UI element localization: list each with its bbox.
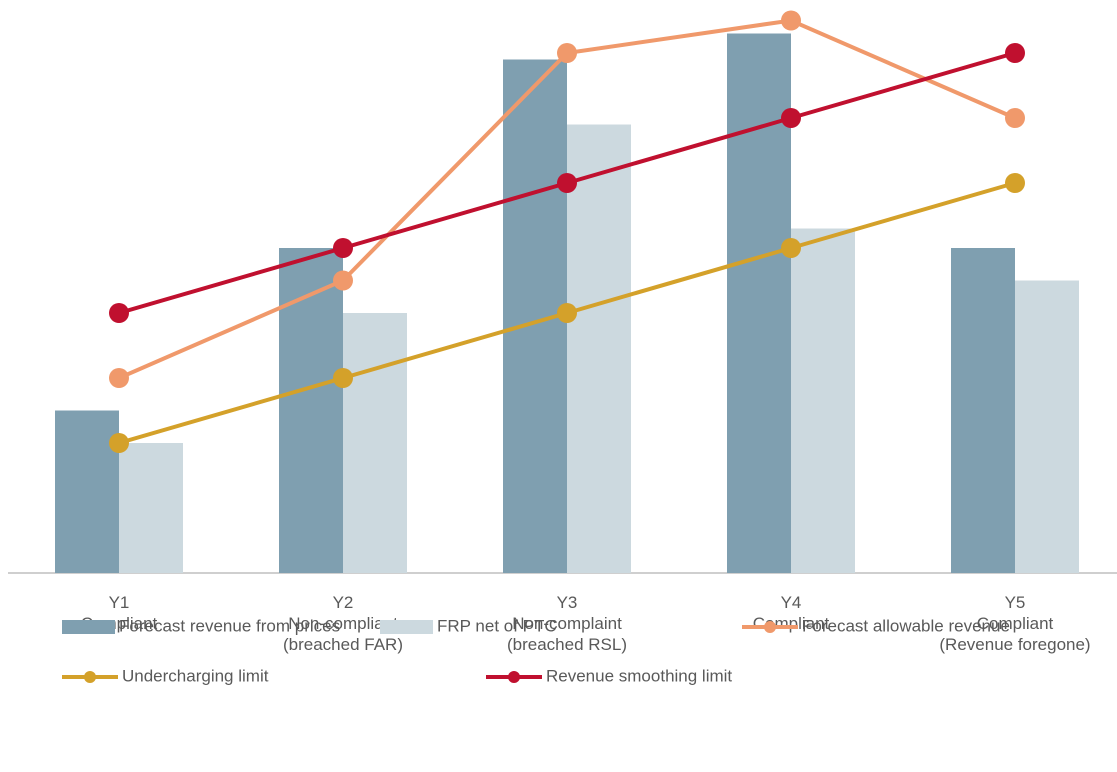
legend-marker — [84, 671, 96, 683]
marker — [781, 10, 801, 31]
legend-label: Revenue smoothing limit — [546, 666, 732, 685]
bar — [1015, 280, 1079, 573]
bar — [567, 124, 631, 573]
x-tick-label-line: (breached FAR) — [283, 635, 403, 654]
x-tick-label-line: Non-complaint — [512, 614, 622, 633]
marker — [781, 238, 801, 258]
bar — [55, 410, 119, 573]
legend-swatch — [62, 620, 115, 634]
legend-label: Forecast revenue from prices — [119, 616, 340, 635]
bar — [279, 248, 343, 573]
marker — [1005, 43, 1025, 63]
marker — [109, 303, 129, 323]
x-tick-label: Y2 Non-compliant (breached FAR) — [283, 593, 403, 654]
legend-label: FRP net of PTC — [437, 616, 557, 635]
bar — [727, 33, 791, 573]
bar — [791, 228, 855, 573]
x-tick-label-line: Y4 — [781, 593, 802, 612]
marker — [557, 173, 577, 193]
x-tick-label-line: Compliant — [977, 614, 1054, 633]
x-tick-label-line: (Revenue foregone) — [939, 635, 1090, 654]
x-tick-label-line: Y3 — [557, 593, 578, 612]
marker — [1005, 173, 1025, 193]
legend-label: Undercharging limit — [122, 666, 269, 685]
marker — [781, 108, 801, 128]
x-tick-label-line: (breached RSL) — [507, 635, 627, 654]
legend-label: Forecast allowable revenue — [802, 616, 1010, 635]
legend-swatch — [380, 620, 433, 634]
legend-marker — [508, 671, 520, 683]
x-tick-label-line: Y5 — [1005, 593, 1026, 612]
x-tick-label: Y5 Compliant (Revenue foregone) — [939, 593, 1090, 654]
bar — [343, 313, 407, 573]
marker — [333, 238, 353, 258]
marker — [557, 43, 577, 63]
marker — [557, 303, 577, 323]
marker — [333, 270, 353, 291]
marker — [1005, 108, 1025, 128]
bar — [119, 443, 183, 573]
marker — [109, 368, 129, 388]
marker — [333, 368, 353, 388]
marker — [109, 433, 129, 453]
x-tick-label: Y3 Non-complaint (breached RSL) — [507, 593, 627, 654]
legend-marker — [764, 621, 776, 633]
x-tick-label-line: Y1 — [109, 593, 130, 612]
bar — [951, 248, 1015, 573]
x-tick-label-line: Non-compliant — [288, 614, 398, 633]
x-tick-label-line: Y2 — [333, 593, 354, 612]
